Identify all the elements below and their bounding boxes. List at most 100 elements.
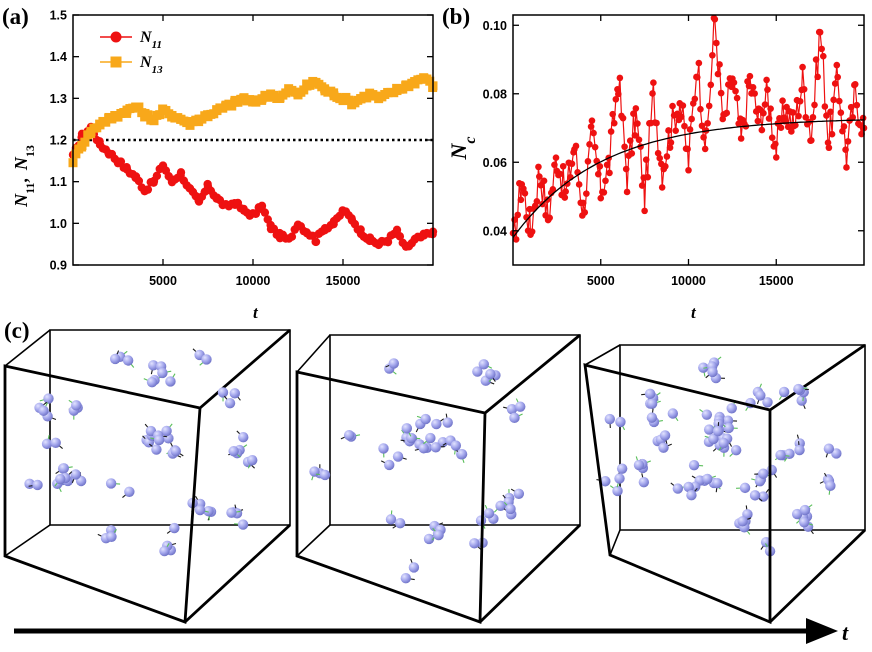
box-edge: [584, 344, 621, 366]
data-point-nc: [749, 84, 757, 91]
data-point-nc: [711, 15, 719, 23]
molecule-cluster: [143, 360, 176, 388]
panel-b-plot-area: [509, 14, 868, 266]
molecule-sphere: [309, 466, 320, 477]
molecule-sphere: [604, 413, 615, 425]
data-point-nc: [819, 52, 827, 60]
data-point-nc: [517, 196, 525, 204]
molecule-cluster: [384, 358, 400, 375]
data-point-nc: [609, 110, 616, 118]
panel-a-chart: 5000 10000 15000 0.9 1.0 1.1 1.2 1.3 1.4 1.5 t N1…: [11, 9, 438, 322]
data-point-nc: [705, 102, 713, 110]
molecule-sphere: [659, 430, 671, 441]
data-point-nc: [678, 113, 685, 121]
series-line-n11: [72, 125, 434, 248]
data-point-n13: [134, 102, 144, 112]
data-point-nc: [586, 141, 593, 148]
molecule-sphere: [237, 519, 249, 530]
data-point-nc: [691, 95, 699, 103]
panel-c-boxes: [3, 328, 866, 625]
molecule-sphere: [775, 449, 786, 461]
data-point-nc: [528, 228, 536, 235]
box-edge: [769, 343, 866, 412]
molecule-cluster: [226, 504, 249, 530]
molecule-cluster: [469, 537, 488, 550]
molecule-sphere: [58, 463, 69, 474]
data-point-nc: [650, 79, 657, 87]
data-point-n11: [260, 208, 270, 217]
data-point-nc: [808, 137, 815, 144]
y-tick-label: 1.4: [50, 50, 67, 64]
data-point-nc: [638, 182, 646, 189]
plot-frame: [72, 14, 434, 266]
y-tick-label: 0.06: [483, 156, 507, 170]
data-point-nc: [834, 73, 841, 81]
molecule-sphere: [430, 442, 441, 453]
molecule-sphere: [712, 478, 723, 489]
data-point-n11: [287, 232, 297, 241]
data-point-nc: [600, 189, 608, 196]
molecule-sphere: [55, 473, 66, 485]
panel-a-ticks: 5000 10000 15000 0.9 1.0 1.1 1.2 1.3 1.4 1.5: [50, 9, 433, 288]
data-point-nc: [709, 51, 716, 59]
data-point-nc: [777, 124, 785, 132]
molecule-cluster: [34, 393, 57, 422]
molecule-sphere: [157, 367, 168, 379]
molecule-cluster: [503, 398, 526, 424]
data-point-nc: [649, 90, 656, 97]
time-arrow-head: [806, 618, 838, 644]
molecule-sphere: [644, 388, 656, 400]
data-point-n11: [311, 237, 321, 247]
data-point-nc: [622, 165, 630, 173]
molecule-cluster: [159, 522, 180, 557]
data-point-nc: [695, 59, 703, 67]
molecule-sphere: [450, 440, 462, 451]
data-point-nc: [765, 115, 773, 122]
y-tick-label: 1.2: [50, 134, 67, 148]
x-tick-label: 15000: [759, 274, 794, 288]
data-point-nc: [830, 96, 837, 104]
data-point-nc: [681, 122, 688, 130]
data-point-nc: [597, 194, 605, 202]
molecule-cluster: [596, 463, 628, 497]
data-point-nc: [587, 123, 595, 130]
data-point-n11: [143, 185, 153, 194]
molecule-cluster: [646, 408, 679, 428]
data-point-nc: [843, 164, 850, 171]
box-back-face: [329, 334, 581, 526]
molecule-sphere: [153, 434, 165, 446]
data-point-n13: [80, 137, 90, 147]
data-point-nc: [634, 120, 641, 127]
data-point-nc: [837, 109, 845, 117]
data-point-nc: [621, 143, 628, 151]
molecule-sphere: [105, 478, 117, 489]
data-point-nc: [789, 109, 797, 116]
data-point-nc: [767, 105, 774, 113]
data-point-nc: [641, 207, 648, 215]
data-point-nc: [552, 154, 560, 162]
molecule-sphere: [247, 454, 258, 466]
legend-marker-n13: [110, 56, 122, 68]
molecule-sphere: [799, 517, 810, 528]
data-point-n13: [143, 110, 153, 120]
data-point-nc: [563, 180, 571, 187]
molecule-cluster: [228, 430, 258, 469]
x-tick-label: 10000: [671, 274, 706, 288]
molecule-sphere: [106, 531, 117, 542]
data-point-nc: [666, 144, 674, 151]
data-point-nc: [784, 123, 792, 131]
molecule-sphere: [110, 353, 121, 365]
molecule-sphere: [146, 376, 158, 388]
molecule-sphere: [43, 393, 54, 404]
molecule-sphere: [825, 480, 836, 492]
molecule-cluster: [604, 413, 626, 431]
molecule-sphere: [509, 412, 520, 424]
data-point-nc: [635, 136, 643, 144]
box-front-face: [3, 364, 202, 624]
molecule-sphere: [793, 383, 804, 395]
data-point-nc: [840, 123, 848, 130]
data-point-nc: [583, 190, 590, 197]
data-point-nc: [572, 142, 580, 150]
molecule-cluster: [670, 481, 698, 501]
molecule-sphere: [50, 437, 61, 448]
